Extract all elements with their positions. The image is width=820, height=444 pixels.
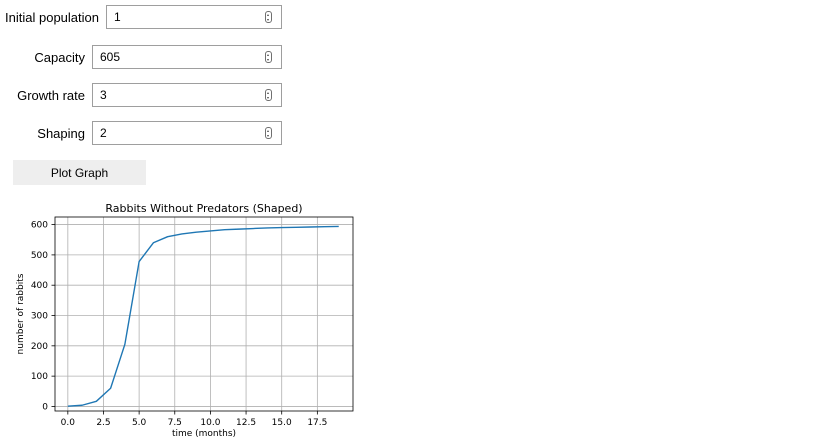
x-tick-label: 7.5 bbox=[168, 418, 182, 428]
x-tick-label: 5.0 bbox=[132, 418, 147, 428]
capacity-row: Capacity bbox=[0, 45, 282, 69]
x-tick-label: 15.0 bbox=[272, 418, 292, 428]
y-tick-label: 0 bbox=[42, 402, 48, 412]
y-axis-label: number of rabbits bbox=[16, 273, 26, 354]
plot-frame bbox=[54, 216, 354, 412]
plot-graph-button[interactable]: Plot Graph bbox=[13, 160, 146, 185]
spinner-icon[interactable] bbox=[265, 127, 272, 139]
y-tick-label: 400 bbox=[31, 281, 48, 291]
growth-rate-input-box[interactable] bbox=[92, 83, 282, 107]
growth-rate-label: Growth rate bbox=[17, 87, 85, 103]
shaping-input-box[interactable] bbox=[92, 121, 282, 145]
y-tick-label: 100 bbox=[31, 372, 48, 382]
initial-population-input[interactable] bbox=[107, 7, 264, 27]
y-tick-label: 600 bbox=[31, 221, 48, 231]
rabbit-population-chart: 0.0 2.5 5.0 7.5 10.0 12.5 15.0 17.5 0 100 200 300 40… bbox=[16, 202, 354, 439]
x-tick-label: 2.5 bbox=[96, 418, 110, 428]
shaping-label: Shaping bbox=[37, 125, 85, 141]
y-tick-label: 200 bbox=[31, 342, 48, 352]
x-tick-label: 0.0 bbox=[61, 418, 76, 428]
chart-grid bbox=[55, 217, 353, 411]
x-axis-label: time (months) bbox=[172, 429, 236, 439]
growth-rate-input[interactable] bbox=[93, 85, 250, 105]
chart-ticks: 0.0 2.5 5.0 7.5 10.0 12.5 15.0 17.5 0 100 200 300 40… bbox=[31, 221, 328, 428]
spinner-icon[interactable] bbox=[265, 51, 272, 63]
x-tick-label: 17.5 bbox=[307, 418, 327, 428]
y-tick-label: 300 bbox=[31, 312, 48, 322]
growth-rate-row: Growth rate bbox=[0, 83, 282, 107]
capacity-label: Capacity bbox=[34, 49, 85, 65]
x-tick-label: 10.0 bbox=[200, 418, 220, 428]
capacity-input-box[interactable] bbox=[92, 45, 282, 69]
series-line bbox=[67, 225, 339, 407]
initial-population-row: Initial population bbox=[0, 5, 282, 29]
chart-line-layer bbox=[67, 225, 339, 407]
shaping-row: Shaping bbox=[0, 121, 282, 145]
y-tick-label: 500 bbox=[31, 251, 48, 261]
shaping-input[interactable] bbox=[93, 123, 250, 143]
capacity-input[interactable] bbox=[93, 47, 250, 67]
chart-title: Rabbits Without Predators (Shaped) bbox=[105, 202, 302, 215]
spinner-icon[interactable] bbox=[265, 11, 272, 23]
initial-population-label: Initial population bbox=[5, 9, 99, 25]
initial-population-input-box[interactable] bbox=[106, 5, 282, 29]
x-tick-label: 12.5 bbox=[236, 418, 256, 428]
spinner-icon[interactable] bbox=[265, 89, 272, 101]
